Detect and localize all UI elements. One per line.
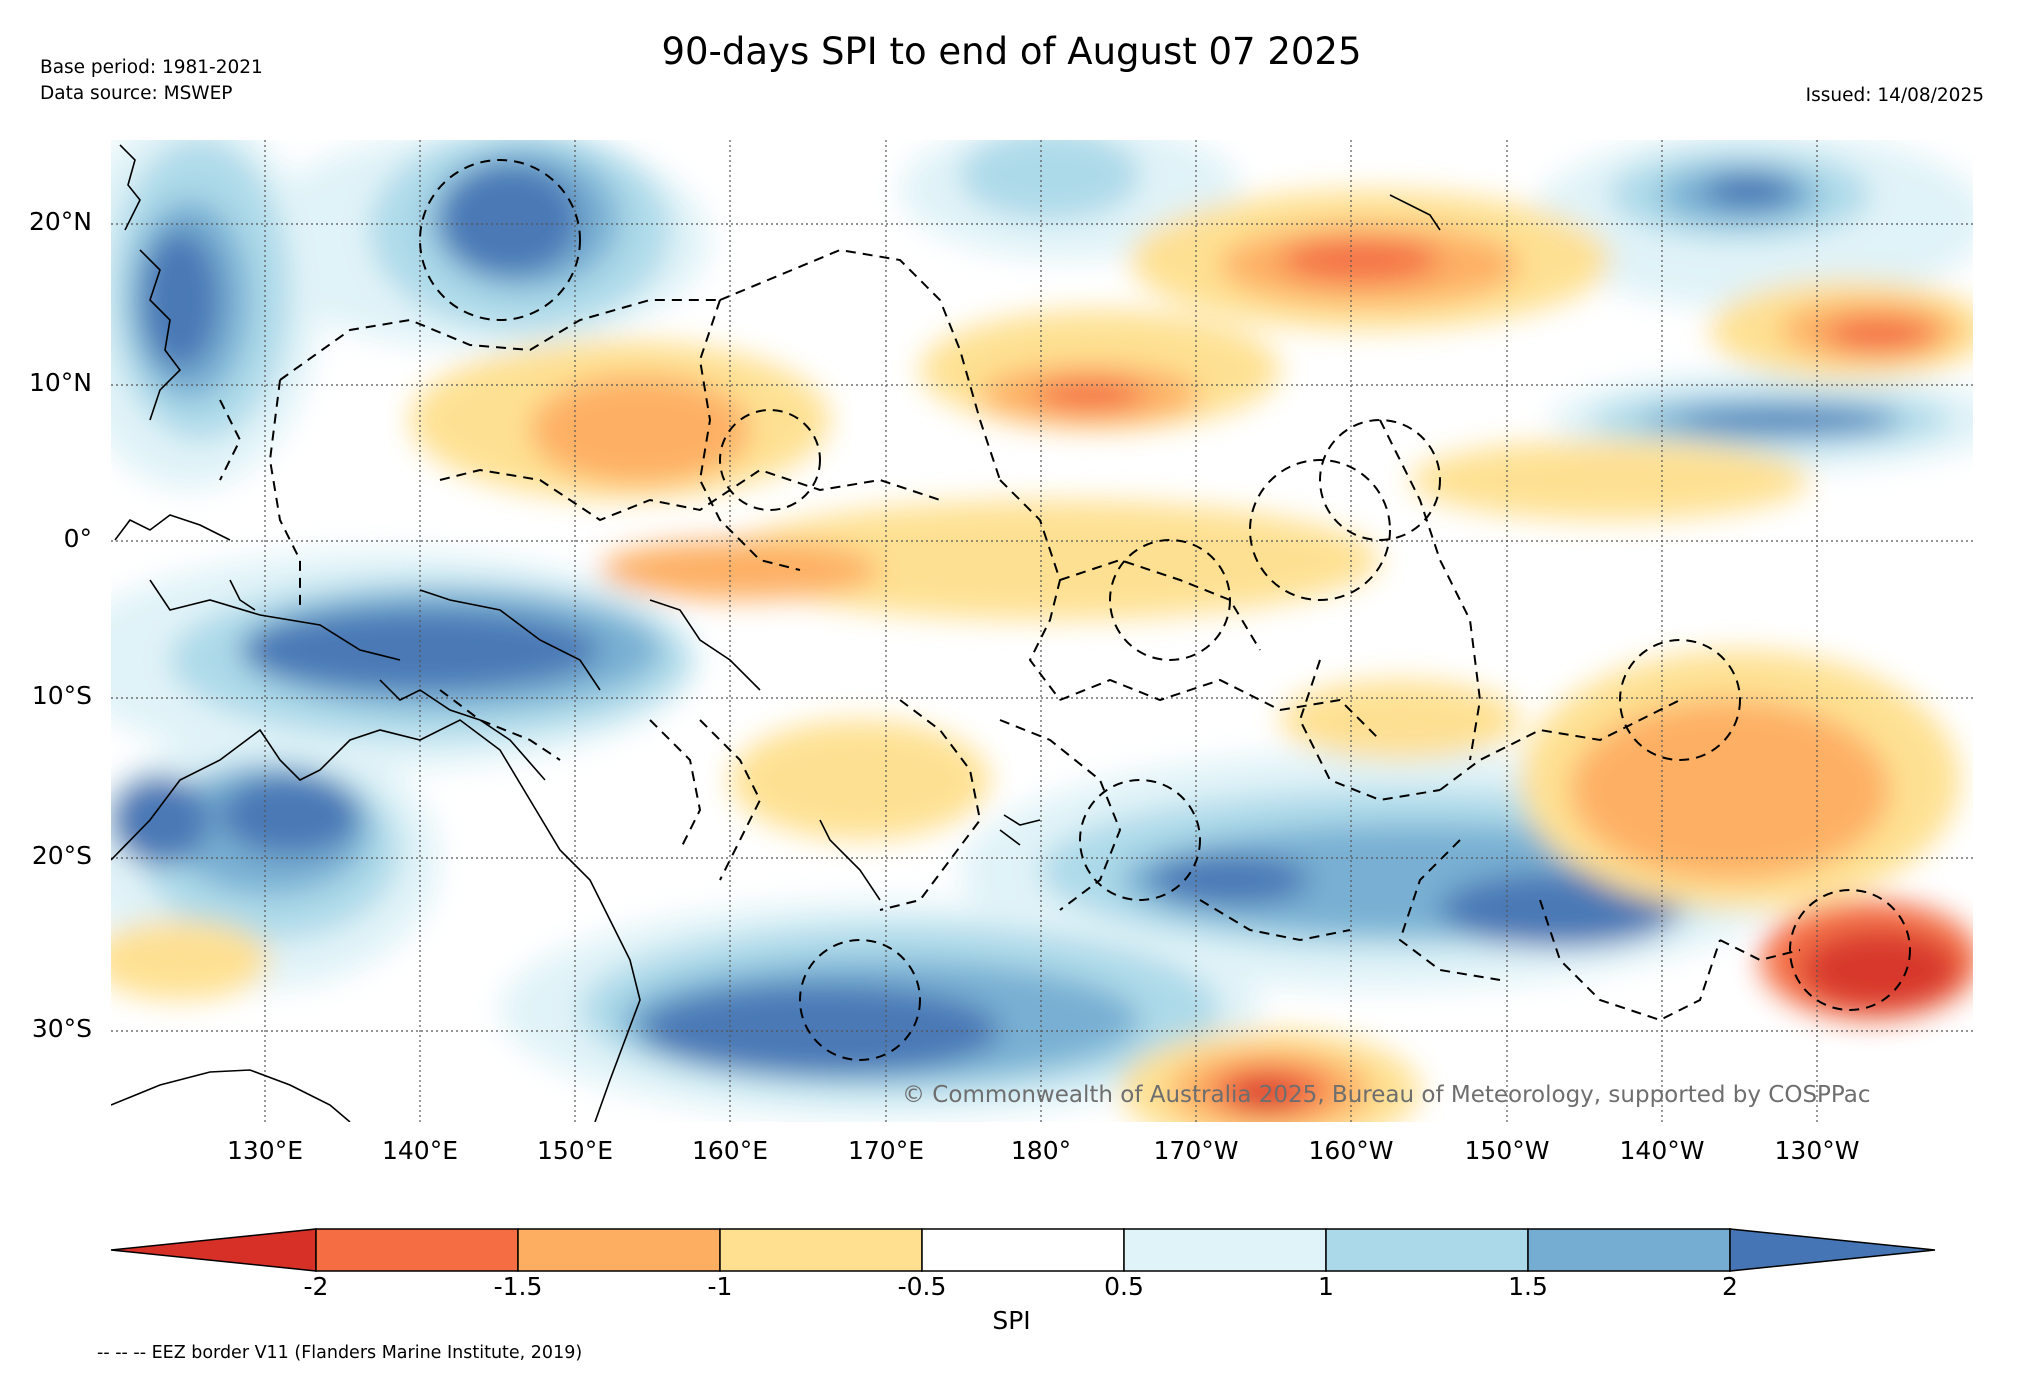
copyright-notice: © Commonwealth of Australia 2025, Bureau… <box>902 1082 1871 1108</box>
map-panel <box>111 140 1973 1122</box>
map-title: 90-days SPI to end of August 07 2025 <box>661 30 1362 73</box>
colorbar-tick: 1 <box>1318 1272 1334 1301</box>
lon-label: 160°E <box>691 1136 768 1165</box>
lon-label: 170°E <box>847 1136 924 1165</box>
lon-label: 140°W <box>1619 1136 1705 1165</box>
colorbar-tick: -1 <box>707 1272 733 1301</box>
colorbar-tick: 0.5 <box>1104 1272 1144 1301</box>
colorbar-segment <box>315 1228 519 1272</box>
colorbar-segment <box>517 1228 721 1272</box>
lat-label: 20°N <box>28 207 92 236</box>
eez-borders <box>219 159 1911 1061</box>
lon-label: 180° <box>1010 1136 1072 1165</box>
base-period: Base period: 1981-2021 <box>40 57 263 78</box>
lon-label: 130°E <box>226 1136 303 1165</box>
lon-label: 130°W <box>1774 1136 1860 1165</box>
colorbar-segment <box>719 1228 923 1272</box>
issued-date: Issued: 14/08/2025 <box>1805 85 1984 106</box>
lat-label: 10°S <box>31 681 92 710</box>
colorbar-tick: -1.5 <box>493 1272 543 1301</box>
lon-label: 170°W <box>1153 1136 1239 1165</box>
colorbar-segment <box>921 1228 1125 1272</box>
colorbar-tick: 2 <box>1722 1272 1738 1301</box>
eez-footnote: -- -- -- EEZ border V11 (Flanders Marine… <box>97 1343 583 1363</box>
coastlines <box>111 144 1441 1122</box>
colorbar-segment <box>1325 1228 1529 1272</box>
lat-label: 30°S <box>31 1014 92 1043</box>
colorbar-segment <box>1123 1228 1327 1272</box>
colorbar <box>110 1228 1936 1272</box>
colorbar-segment <box>1527 1228 1731 1272</box>
lat-label: 20°S <box>31 841 92 870</box>
colorbar-tick: -2 <box>303 1272 329 1301</box>
graticule <box>111 140 1973 1122</box>
colorbar-tick: -0.5 <box>897 1272 947 1301</box>
lat-label: 0° <box>63 524 92 553</box>
lon-label: 140°E <box>381 1136 458 1165</box>
lon-label: 150°E <box>536 1136 613 1165</box>
colorbar-tick: 1.5 <box>1508 1272 1548 1301</box>
colorbar-title: SPI <box>992 1306 1031 1335</box>
colorbar-extend-low <box>110 1228 317 1272</box>
lon-label: 150°W <box>1464 1136 1550 1165</box>
meta-info: Base period: 1981-2021 Data source: MSWE… <box>40 55 263 107</box>
spi-field <box>111 140 1973 1122</box>
colorbar-extend-high <box>1729 1228 1936 1272</box>
lon-label: 160°W <box>1308 1136 1394 1165</box>
data-source: Data source: MSWEP <box>40 83 233 104</box>
lat-label: 10°N <box>28 368 92 397</box>
